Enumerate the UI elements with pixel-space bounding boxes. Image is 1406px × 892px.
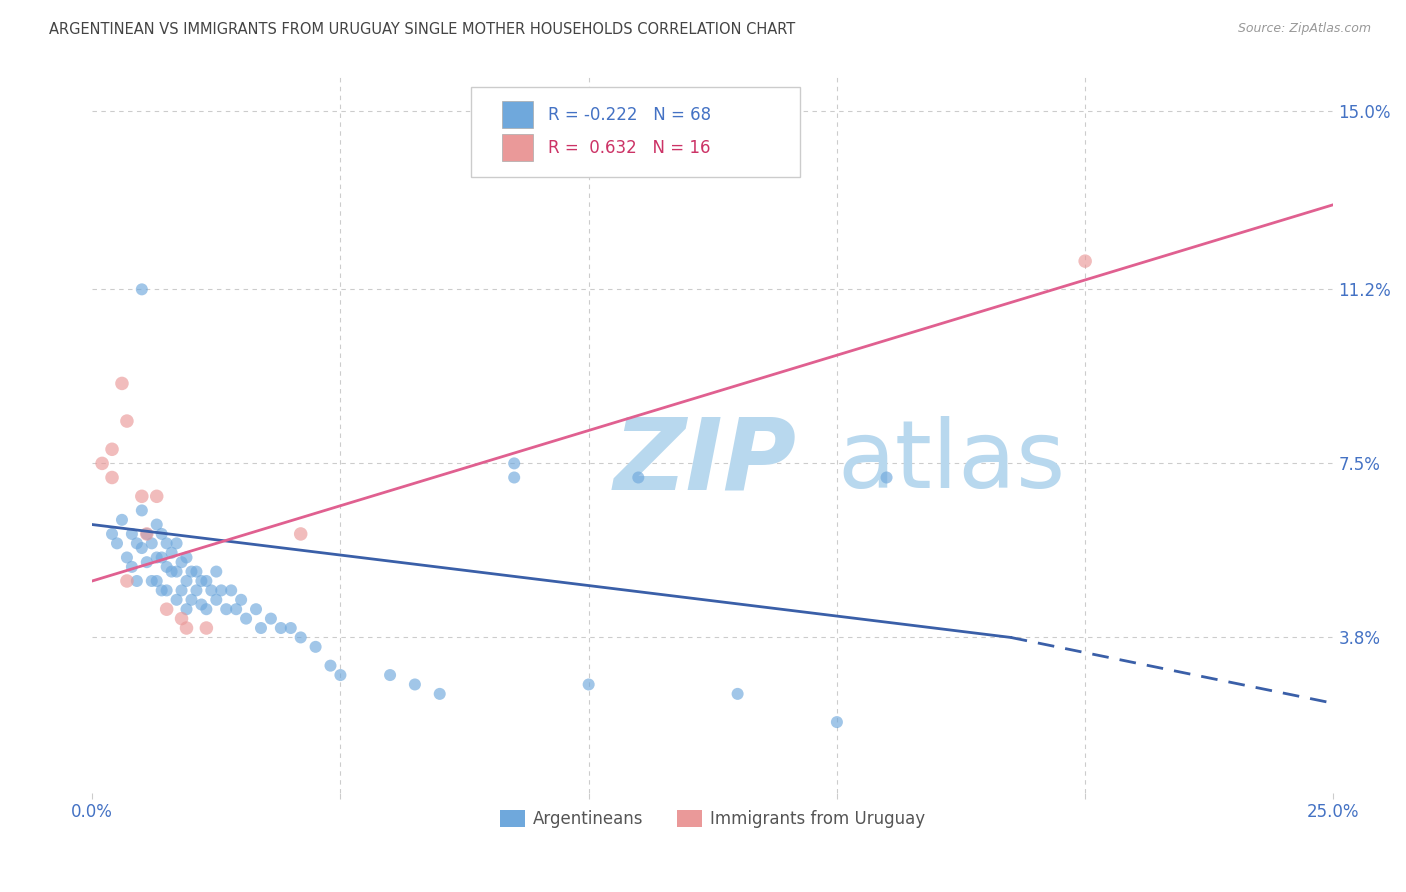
Point (111, 513, 134, 527)
Point (170, 612, 193, 626)
Point (195, 621, 218, 635)
Point (180, 592, 202, 607)
Point (260, 612, 283, 626)
Point (215, 602, 238, 616)
Bar (502, 101, 533, 128)
Point (503, 470, 526, 484)
Point (91, 456, 114, 470)
Point (166, 565, 188, 579)
Text: R = -0.222   N = 68: R = -0.222 N = 68 (548, 106, 711, 124)
Point (627, 470, 650, 484)
Point (135, 555, 157, 569)
Point (150, 550, 173, 565)
Point (205, 565, 228, 579)
FancyBboxPatch shape (471, 87, 800, 178)
Point (727, 687, 749, 701)
Text: Source: ZipAtlas.com: Source: ZipAtlas.com (1237, 22, 1371, 36)
Point (125, 536, 148, 550)
Point (250, 621, 273, 635)
Text: ZIP: ZIP (613, 413, 796, 510)
Point (176, 621, 198, 635)
Point (101, 442, 124, 457)
Point (131, 282, 153, 296)
Point (156, 536, 179, 550)
Point (280, 621, 302, 635)
Point (195, 574, 218, 588)
Point (150, 527, 173, 541)
Point (404, 677, 426, 691)
Point (135, 527, 157, 541)
Point (235, 612, 257, 626)
Point (319, 658, 342, 673)
Point (156, 583, 179, 598)
Point (176, 602, 198, 616)
Point (200, 583, 222, 598)
Point (166, 536, 188, 550)
Point (180, 565, 202, 579)
Point (105, 536, 128, 550)
Point (176, 574, 198, 588)
Point (170, 583, 193, 598)
Point (121, 560, 143, 574)
Point (186, 565, 208, 579)
Point (209, 583, 232, 598)
Point (825, 715, 848, 730)
Point (205, 592, 228, 607)
Point (1074, 254, 1097, 268)
Point (115, 414, 138, 428)
Point (145, 517, 167, 532)
Point (141, 536, 163, 550)
Point (290, 631, 312, 645)
Text: atlas: atlas (837, 416, 1066, 508)
Point (156, 560, 179, 574)
Point (121, 527, 143, 541)
Point (329, 668, 352, 682)
Point (378, 668, 401, 682)
Point (131, 503, 153, 517)
Point (111, 376, 134, 391)
Point (145, 489, 167, 503)
Point (190, 574, 212, 588)
Point (160, 546, 183, 560)
Point (219, 583, 242, 598)
Point (578, 677, 600, 691)
Point (195, 602, 218, 616)
Text: ARGENTINEAN VS IMMIGRANTS FROM URUGUAY SINGLE MOTHER HOUSEHOLDS CORRELATION CHAR: ARGENTINEAN VS IMMIGRANTS FROM URUGUAY S… (49, 22, 796, 37)
Point (176, 550, 198, 565)
Point (503, 456, 526, 470)
Bar (502, 134, 533, 161)
Point (115, 550, 138, 565)
Point (101, 470, 124, 484)
Point (304, 640, 326, 654)
Point (190, 598, 212, 612)
Point (101, 527, 124, 541)
Point (876, 470, 898, 484)
Point (166, 592, 188, 607)
Point (135, 527, 157, 541)
Point (131, 541, 153, 555)
Point (170, 555, 193, 569)
Text: R =  0.632   N = 16: R = 0.632 N = 16 (548, 139, 710, 157)
Point (150, 583, 173, 598)
Point (270, 621, 292, 635)
Point (145, 550, 167, 565)
Point (186, 583, 208, 598)
Point (125, 574, 148, 588)
Point (131, 489, 153, 503)
Legend: Argentineans, Immigrants from Uruguay: Argentineans, Immigrants from Uruguay (494, 803, 932, 835)
Point (225, 602, 247, 616)
Point (229, 592, 252, 607)
Point (290, 527, 312, 541)
Point (156, 602, 179, 616)
Point (429, 687, 451, 701)
Point (160, 565, 183, 579)
Point (115, 574, 138, 588)
Point (141, 574, 163, 588)
Point (145, 574, 167, 588)
Point (245, 602, 267, 616)
